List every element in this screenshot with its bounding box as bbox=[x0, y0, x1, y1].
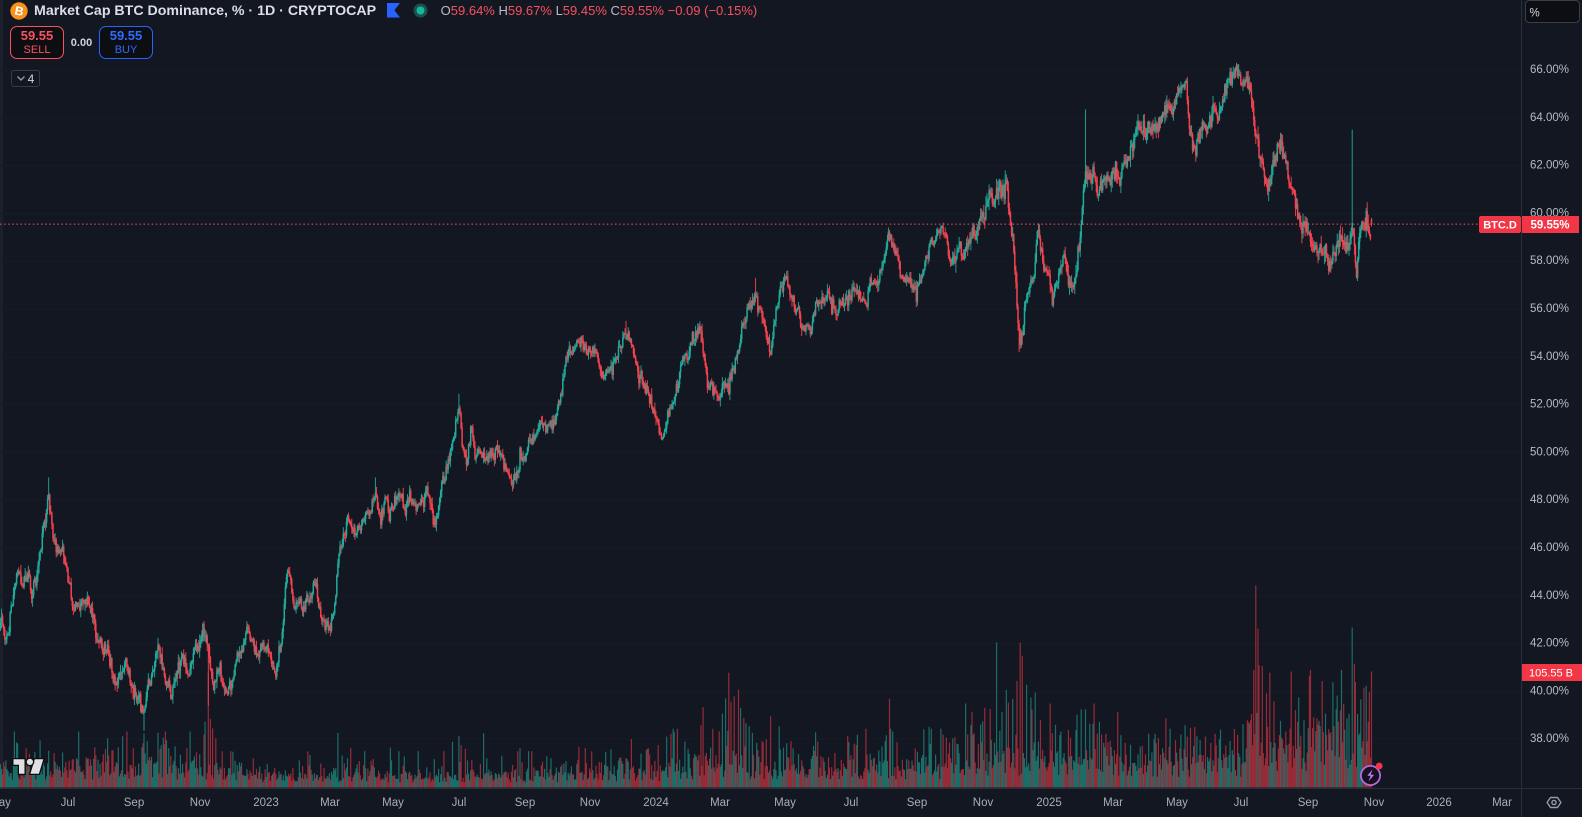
svg-text:66.00%: 66.00% bbox=[1530, 64, 1569, 76]
svg-text:Nov: Nov bbox=[190, 797, 211, 809]
svg-text:May: May bbox=[774, 797, 796, 809]
svg-text:Mar: Mar bbox=[1103, 797, 1123, 809]
svg-text:Mar: Mar bbox=[710, 797, 730, 809]
svg-text:BTC.D: BTC.D bbox=[1483, 220, 1517, 232]
svg-text:48.00%: 48.00% bbox=[1530, 494, 1569, 506]
svg-text:40.00%: 40.00% bbox=[1530, 685, 1569, 697]
svg-text:Mar: Mar bbox=[1492, 797, 1512, 809]
svg-text:64.00%: 64.00% bbox=[1530, 112, 1569, 124]
svg-text:2024: 2024 bbox=[643, 797, 669, 809]
svg-text:B: B bbox=[13, 3, 25, 19]
svg-text:52.00%: 52.00% bbox=[1530, 399, 1569, 411]
svg-text:42.00%: 42.00% bbox=[1530, 638, 1569, 650]
svg-text:Jul: Jul bbox=[61, 797, 76, 809]
svg-text:56.00%: 56.00% bbox=[1530, 303, 1569, 315]
svg-text:Nov: Nov bbox=[1364, 797, 1385, 809]
svg-text:Nov: Nov bbox=[580, 797, 601, 809]
svg-text:50.00%: 50.00% bbox=[1530, 446, 1569, 458]
svg-text:Sep: Sep bbox=[907, 797, 927, 809]
svg-text:46.00%: 46.00% bbox=[1530, 542, 1569, 554]
svg-text:Sep: Sep bbox=[1298, 797, 1318, 809]
svg-text:%: % bbox=[1530, 8, 1540, 20]
svg-text:2023: 2023 bbox=[253, 797, 279, 809]
svg-text:58.00%: 58.00% bbox=[1530, 255, 1569, 267]
svg-text:44.00%: 44.00% bbox=[1530, 590, 1569, 602]
svg-text:May: May bbox=[1166, 797, 1188, 809]
svg-text:2025: 2025 bbox=[1036, 797, 1062, 809]
svg-text:Sep: Sep bbox=[124, 797, 144, 809]
svg-text:59.55%: 59.55% bbox=[1530, 220, 1569, 232]
svg-text:Jul: Jul bbox=[1234, 797, 1249, 809]
svg-text:Jul: Jul bbox=[844, 797, 859, 809]
svg-text:Nov: Nov bbox=[973, 797, 994, 809]
svg-text:Jul: Jul bbox=[452, 797, 467, 809]
svg-text:May: May bbox=[0, 797, 11, 809]
svg-text:2026: 2026 bbox=[1426, 797, 1452, 809]
svg-text:Sep: Sep bbox=[515, 797, 535, 809]
svg-text:May: May bbox=[382, 797, 404, 809]
svg-text:62.00%: 62.00% bbox=[1530, 160, 1569, 172]
svg-text:54.00%: 54.00% bbox=[1530, 351, 1569, 363]
svg-text:105.55 B: 105.55 B bbox=[1529, 668, 1573, 680]
svg-text:38.00%: 38.00% bbox=[1530, 733, 1569, 745]
svg-text:Mar: Mar bbox=[320, 797, 340, 809]
